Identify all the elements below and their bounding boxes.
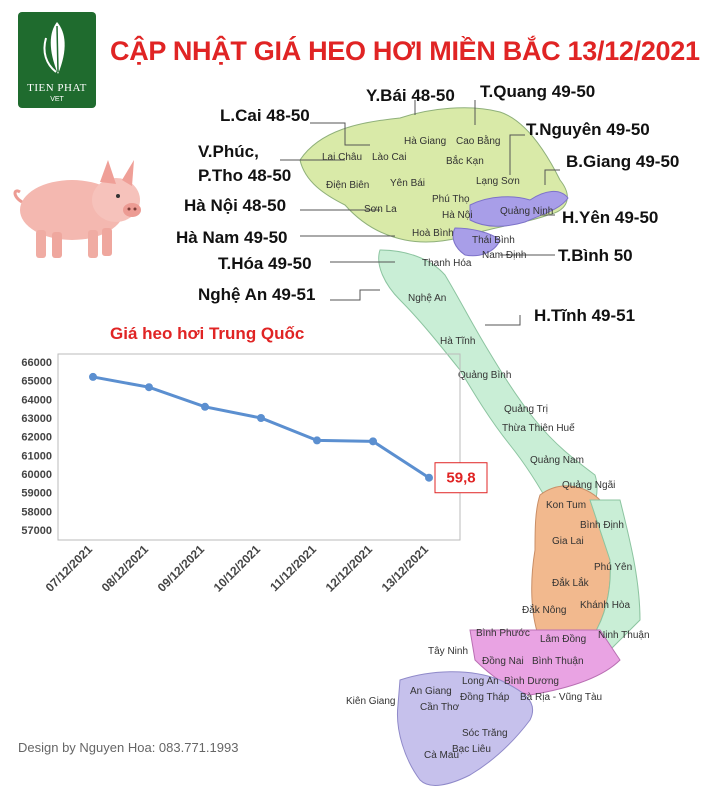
map-label: Yên Bái [390,178,426,189]
map-label: Ninh Thuận [598,630,650,641]
map-label: Đồng Tháp [460,692,510,703]
price-label-thai-binh: T.Bình 50 [558,246,633,265]
pig-image [13,160,141,258]
map-label: Cà Mau [424,750,460,761]
x-tick-label: 13/12/2021 [379,542,432,595]
price-label-lao-cai: L.Cai 48-50 [220,106,310,125]
map-label: Cao Bằng [456,136,501,147]
series-line [92,375,430,479]
y-tick-label: 57000 [21,525,52,537]
x-tick-label: 12/12/2021 [323,542,376,595]
x-tick-label: 08/12/2021 [99,542,152,595]
price-label-thanh-hoa: T.Hóa 49-50 [218,254,312,273]
price-label-ha-noi: Hà Nội 48-50 [184,196,287,215]
price-label-phu-tho: P.Tho 48-50 [198,166,292,185]
price-label-bac-giang: B.Giang 49-50 [566,152,680,171]
price-label-yen-bai: Y.Bái 48-50 [366,86,455,105]
y-tick-label: 61000 [21,450,52,462]
map-label: Hà Tĩnh [440,336,476,347]
map-label: Thái Bình [472,235,515,246]
map-label: Bình Dương [504,676,559,687]
map-label: Đồng Nai [482,656,524,667]
map-label: Cần Thơ [420,702,460,713]
price-label-tuyen-quang: T.Quang 49-50 [480,82,596,101]
map-label: Lạng Sơn [476,176,520,187]
map-label: Lâm Đồng [540,634,587,645]
data-point [145,383,153,392]
map-label: Sơn La [364,204,397,215]
page-title: CẬP NHẬT GIÁ HEO HƠI MIỀN BẮC 13/12/2021 [110,36,700,66]
map-label: Bà Rịa - Vũng Tàu [520,692,603,703]
data-point [313,436,321,445]
price-label-nghe-an: Nghệ An 49-51 [198,285,316,304]
map-label: Hà Giang [404,136,447,147]
map-label: Long An [462,676,499,687]
data-point [89,372,97,381]
map-label: Kon Tum [546,500,587,511]
map-label: Quảng Ngãi [562,480,616,491]
credit-text: Design by Nguyen Hoa: 083.771.1993 [18,740,239,755]
y-tick-label: 63000 [21,413,52,425]
y-tick-label: 64000 [21,394,52,406]
x-tick-label: 07/12/2021 [43,542,96,595]
map-label: Quảng Ninh [500,206,554,217]
map-label: Sóc Trăng [462,728,508,739]
y-tick-label: 66000 [21,357,52,369]
map-label: Thừa Thiên Huế [502,423,575,434]
map-label: Điện Biên [326,180,370,191]
annotation-box [434,462,488,494]
x-tick-label: 10/12/2021 [211,542,264,595]
price-line-chart: 57000 58000 59000 60000 61000 62000 63000 64000… [21,353,488,595]
map-label: Quảng Bình [458,370,512,381]
logo-name: TIEN PHAT [27,82,87,94]
map-label: Bình Phước [476,628,530,639]
plot-area [57,353,461,541]
data-point [425,473,433,482]
y-tick-label: 59000 [21,488,52,500]
annotation-label: 59,8 [446,470,475,487]
data-point [369,437,377,446]
map-label: Đắk Nông [522,605,567,616]
y-tick-label: 65000 [21,376,52,388]
data-point [257,414,265,422]
map-label: Quảng Nam [530,455,584,466]
y-tick-label: 62000 [21,432,52,444]
price-label-ha-tinh: H.Tĩnh 49-51 [534,306,636,325]
map-label: Quảng Trị [504,404,548,415]
price-label-hung-yen: H.Yên 49-50 [562,208,659,227]
y-tick-label: 60000 [21,469,52,481]
map-label: Tây Ninh [428,646,469,657]
leaf-icon [43,22,65,74]
price-label-ha-nam: Hà Nam 49-50 [176,228,288,247]
x-tick-label: 09/12/2021 [155,542,208,595]
map-label: Phú Yên [594,562,633,573]
map-label: Hà Nội [442,210,473,221]
map-label: Bình Thuận [532,656,584,667]
map-label: Thanh Hóa [422,258,472,269]
logo-sub: VET [50,96,64,103]
price-label-vinh-phuc: V.Phúc, [198,142,259,161]
tien-phat-logo: TIEN PHAT VET [18,12,96,108]
map-label: Bắc Kạn [446,156,484,167]
map-label: Bạc Liêu [452,744,491,755]
data-point [201,402,209,411]
map-label: Bình Định [580,520,624,531]
map-label: Phú Thọ [432,194,470,205]
map-label: Nam Định [482,250,527,261]
chart-title: Giá heo hơi Trung Quốc [110,324,305,343]
y-tick-label: 58000 [21,506,52,518]
map-label: Đắk Lắk [552,578,589,589]
x-tick-label: 11/12/2021 [267,542,319,594]
map-label: Khánh Hòa [580,600,631,611]
map-label: Kiên Giang [346,696,396,707]
map-label: Nghệ An [408,293,447,304]
map-label: Lào Cai [372,152,407,163]
price-label-thai-nguyen: T.Nguyên 49-50 [526,120,650,139]
map-label: Hoà Bình [412,228,454,239]
map-label: Lai Châu [322,152,363,163]
map-label: An Giang [410,686,452,697]
map-label: Gia Lai [552,536,584,547]
